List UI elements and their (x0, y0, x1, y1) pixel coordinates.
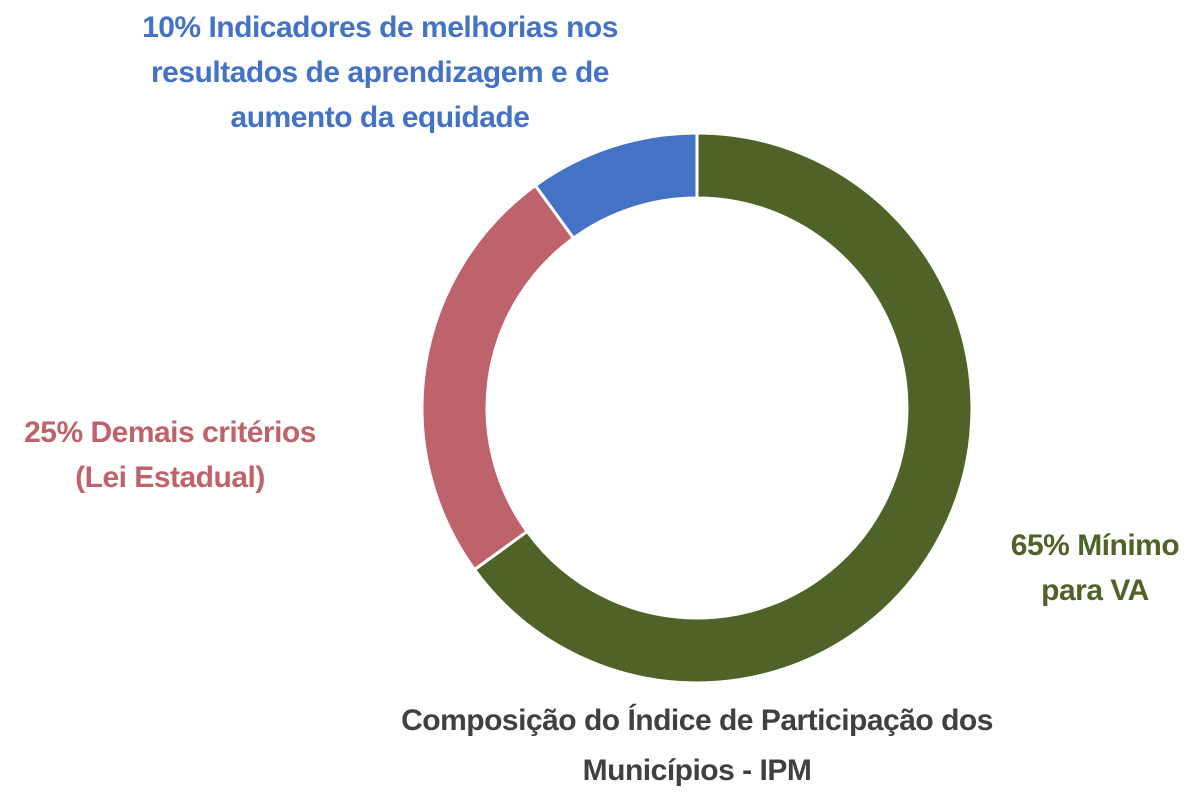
category-label: Demais critérios (Lei Estadual) (75, 416, 316, 494)
value-label: 25% (24, 416, 83, 449)
donut-slice (420, 183, 576, 572)
value-label: 10% (142, 11, 201, 44)
donut-slice (472, 131, 974, 685)
value-label: 65% (1010, 529, 1070, 562)
category-label: Mínimo para VA (1041, 529, 1180, 607)
data-label: 25% Demais critérios (Lei Estadual) (0, 410, 340, 500)
data-label: 65% Mínimo para VA (1000, 523, 1188, 613)
category-label: Indicadores de melhorias nos resultados … (151, 11, 618, 134)
data-label: 10% Indicadores de melhorias nos resulta… (135, 5, 625, 140)
donut-slice (533, 131, 699, 241)
chart-title: Composição do Índice de Participação dos… (401, 704, 993, 787)
